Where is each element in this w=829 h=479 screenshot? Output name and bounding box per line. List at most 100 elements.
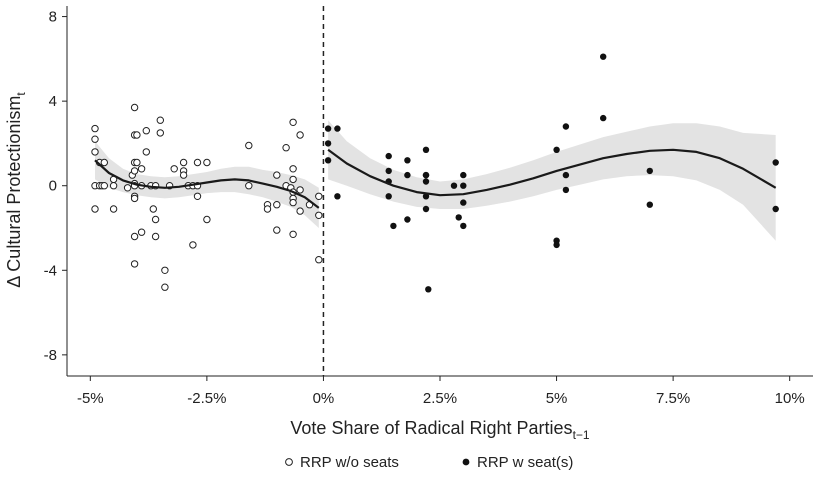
point-without-seats xyxy=(289,198,297,207)
point-with-seats xyxy=(600,53,607,60)
point-with-seats xyxy=(455,214,462,221)
point-without-seats xyxy=(273,201,281,209)
point-with-seats xyxy=(772,159,779,166)
point-without-seats xyxy=(289,175,297,184)
point-without-seats xyxy=(193,192,202,201)
point-with-seats xyxy=(404,157,411,164)
point-without-seats xyxy=(149,205,158,213)
point-with-seats xyxy=(422,205,430,213)
point-without-seats xyxy=(137,165,146,173)
confidence-band-right xyxy=(328,120,776,241)
point-without-seats xyxy=(130,167,139,175)
point-without-seats xyxy=(151,215,160,224)
point-with-seats xyxy=(404,171,411,179)
point-with-seats xyxy=(450,182,458,189)
point-without-seats xyxy=(130,194,139,203)
point-without-seats xyxy=(91,135,99,143)
point-with-seats xyxy=(385,167,392,175)
y-tick-label: 4 xyxy=(49,93,57,110)
point-without-seats xyxy=(263,205,272,213)
point-with-seats xyxy=(646,201,653,208)
point-without-seats xyxy=(193,158,202,167)
y-tick-label: 8 xyxy=(49,9,57,26)
point-with-seats xyxy=(404,216,411,223)
point-with-seats xyxy=(553,146,560,153)
point-with-seats xyxy=(425,286,432,293)
y-tick-label: 0 xyxy=(49,178,57,195)
point-with-seats xyxy=(422,146,430,153)
point-with-seats xyxy=(324,125,332,132)
point-without-seats xyxy=(133,158,141,167)
point-without-seats xyxy=(161,266,169,274)
point-without-seats xyxy=(273,226,281,234)
point-without-seats xyxy=(130,232,139,241)
point-without-seats xyxy=(315,256,323,264)
confidence-bands xyxy=(95,120,776,241)
legend-marker-filled xyxy=(462,458,470,466)
point-with-seats xyxy=(385,152,392,160)
point-with-seats xyxy=(772,205,779,213)
point-without-seats xyxy=(100,158,109,167)
point-without-seats xyxy=(289,230,297,239)
data-points xyxy=(91,53,779,293)
point-without-seats xyxy=(130,103,139,112)
point-without-seats xyxy=(245,141,253,150)
point-with-seats xyxy=(324,157,332,164)
point-without-seats xyxy=(245,182,253,190)
point-without-seats xyxy=(296,131,304,139)
point-with-seats xyxy=(460,222,467,230)
point-with-seats xyxy=(422,171,430,179)
point-without-seats xyxy=(179,158,188,167)
point-with-seats xyxy=(422,193,430,200)
point-with-seats xyxy=(460,199,467,206)
point-without-seats xyxy=(91,124,99,133)
point-without-seats xyxy=(123,184,132,192)
x-tick-label: -2.5% xyxy=(187,390,226,407)
x-tick-label: 10% xyxy=(775,390,805,407)
y-axis-title: Δ Cultural Protectionismt xyxy=(4,92,28,288)
fit-line-right xyxy=(327,148,777,197)
point-with-seats xyxy=(562,123,570,130)
point-with-seats xyxy=(334,125,341,132)
x-tick-label: 2.5% xyxy=(423,390,457,407)
point-with-seats xyxy=(334,193,341,200)
point-with-seats xyxy=(385,193,392,200)
y-tick-label: -4 xyxy=(44,262,57,279)
point-without-seats xyxy=(203,215,211,224)
point-with-seats xyxy=(562,186,570,194)
point-without-seats xyxy=(109,205,118,213)
point-with-seats xyxy=(324,140,332,147)
x-tick-label: 5% xyxy=(546,390,568,407)
point-without-seats xyxy=(289,118,297,127)
x-tick-label: 7.5% xyxy=(656,390,690,407)
point-without-seats xyxy=(156,129,165,137)
legend-marker-open xyxy=(285,458,293,466)
point-without-seats xyxy=(179,171,188,179)
axes: -5% -2.5% 0% 2.5% 5% 7.5% 10% 8 4 0 -4 -8 xyxy=(44,6,813,407)
point-without-seats xyxy=(91,148,99,156)
point-without-seats xyxy=(161,283,169,291)
point-without-seats xyxy=(315,211,323,220)
point-without-seats xyxy=(296,207,304,215)
legend-label-filled: RRP w seat(s) xyxy=(477,454,573,471)
point-with-seats xyxy=(460,171,467,179)
point-with-seats xyxy=(600,114,607,122)
point-with-seats xyxy=(553,241,560,249)
point-without-seats xyxy=(100,182,109,190)
point-without-seats xyxy=(142,127,151,135)
point-with-seats xyxy=(562,171,570,179)
point-without-seats xyxy=(296,186,304,194)
fit-line-left xyxy=(94,159,320,209)
point-without-seats xyxy=(203,158,211,167)
point-without-seats xyxy=(137,228,146,236)
fit-lines xyxy=(94,148,777,209)
point-without-seats xyxy=(133,131,141,139)
point-with-seats xyxy=(390,222,397,230)
y-tick-label: -8 xyxy=(44,347,57,364)
point-without-seats xyxy=(273,171,281,179)
point-with-seats xyxy=(460,182,467,189)
x-tick-label: 0% xyxy=(313,390,335,407)
point-without-seats xyxy=(189,241,197,249)
point-without-seats xyxy=(130,260,139,268)
